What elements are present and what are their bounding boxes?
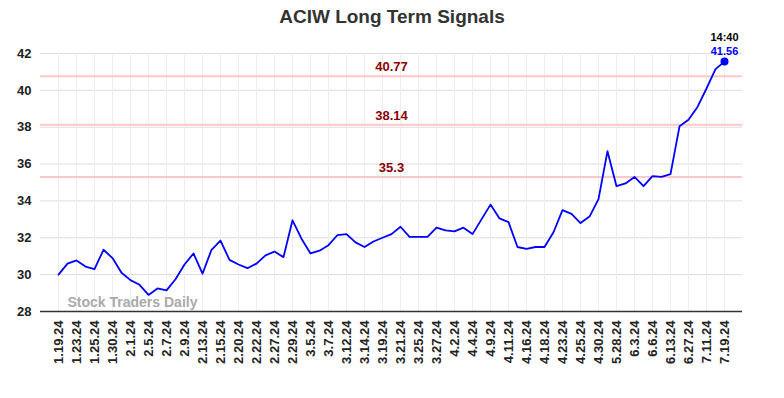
svg-text:3.25.24: 3.25.24 <box>411 320 426 364</box>
svg-text:38: 38 <box>17 119 31 134</box>
svg-text:4.23.24: 4.23.24 <box>555 320 570 364</box>
svg-text:6.6.24: 6.6.24 <box>645 320 660 357</box>
svg-text:1.25.24: 1.25.24 <box>87 320 102 364</box>
svg-text:4.25.24: 4.25.24 <box>573 320 588 364</box>
svg-text:4.18.24: 4.18.24 <box>537 320 552 364</box>
svg-text:41.56: 41.56 <box>711 45 739 57</box>
svg-text:2.27.24: 2.27.24 <box>267 320 282 364</box>
svg-text:34: 34 <box>17 193 32 208</box>
svg-text:6.27.24: 6.27.24 <box>681 320 696 364</box>
svg-text:32: 32 <box>17 230 31 245</box>
svg-text:14:40: 14:40 <box>710 32 738 43</box>
svg-text:3.5.24: 3.5.24 <box>303 320 318 357</box>
svg-text:6.3.24: 6.3.24 <box>627 320 642 357</box>
svg-text:28: 28 <box>17 304 31 319</box>
svg-text:2.5.24: 2.5.24 <box>141 320 156 357</box>
svg-text:4.16.24: 4.16.24 <box>519 320 534 364</box>
svg-text:4.2.24: 4.2.24 <box>447 320 462 357</box>
svg-text:3.12.24: 3.12.24 <box>339 320 354 364</box>
svg-text:2.9.24: 2.9.24 <box>177 320 192 357</box>
svg-text:3.27.24: 3.27.24 <box>429 320 444 364</box>
svg-text:40: 40 <box>17 83 31 98</box>
svg-text:4.9.24: 4.9.24 <box>483 320 498 357</box>
svg-text:30: 30 <box>17 267 31 282</box>
svg-text:2.22.24: 2.22.24 <box>249 320 264 364</box>
svg-text:7.19.24: 7.19.24 <box>717 320 732 364</box>
svg-text:42: 42 <box>17 46 31 61</box>
svg-text:1.19.24: 1.19.24 <box>51 320 66 364</box>
svg-text:7.11.24: 7.11.24 <box>699 320 714 363</box>
svg-text:2.15.24: 2.15.24 <box>213 320 228 364</box>
svg-text:2.7.24: 2.7.24 <box>159 320 174 357</box>
svg-text:3.7.24: 3.7.24 <box>321 320 336 357</box>
svg-text:38.14: 38.14 <box>375 108 408 123</box>
svg-text:1.23.24: 1.23.24 <box>69 320 84 364</box>
svg-text:2.1.24: 2.1.24 <box>123 320 138 357</box>
svg-text:Stock Traders Daily: Stock Traders Daily <box>68 294 198 310</box>
svg-text:4.11.24: 4.11.24 <box>501 320 516 363</box>
svg-text:2.29.24: 2.29.24 <box>285 320 300 364</box>
html-text:ACIW Long Term Signals: ACIW Long Term Signals <box>279 6 505 27</box>
svg-text:3.14.24: 3.14.24 <box>357 320 372 364</box>
svg-text:1.30.24: 1.30.24 <box>105 320 120 364</box>
svg-text:2.20.24: 2.20.24 <box>231 320 246 364</box>
svg-text:2.13.24: 2.13.24 <box>195 320 210 364</box>
svg-text:4.30.24: 4.30.24 <box>591 320 606 364</box>
svg-text:6.13.24: 6.13.24 <box>663 320 678 364</box>
svg-text:5.28.24: 5.28.24 <box>609 320 624 364</box>
svg-text:36: 36 <box>17 156 31 171</box>
svg-text:40.77: 40.77 <box>375 59 408 74</box>
svg-text:3.21.24: 3.21.24 <box>393 320 408 364</box>
svg-text:35.3: 35.3 <box>379 160 404 175</box>
svg-text:3.19.24: 3.19.24 <box>375 320 390 364</box>
svg-text:4.4.24: 4.4.24 <box>465 320 480 357</box>
